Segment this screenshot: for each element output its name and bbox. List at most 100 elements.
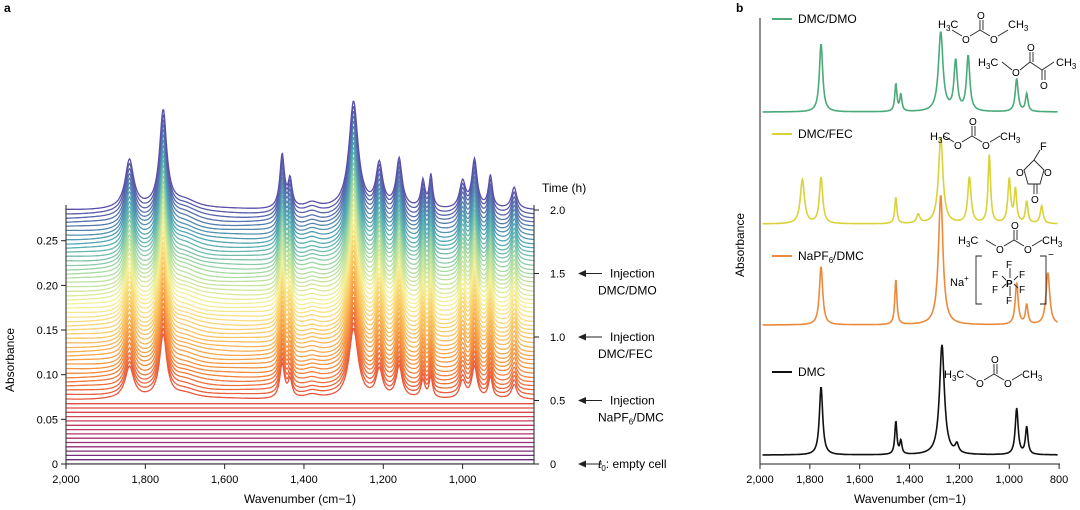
panel-a-spectrum-line (66, 177, 534, 275)
panel-a-x-tick-label: 1,200 (370, 474, 398, 486)
panel-a-spectrum-line (66, 208, 534, 301)
panel-a-spectrum-line (66, 105, 534, 215)
oxygen-label: O (962, 35, 970, 46)
annotation-line-2: DMC/FEC (598, 347, 653, 361)
panel-b-legend-entry: DMC/FEC (772, 127, 853, 141)
panel-a-spectrum-line (66, 235, 534, 323)
panel-a-spectrum-line (66, 249, 534, 335)
arrow-head-icon (578, 397, 586, 404)
panel-a-spectrum-line (66, 193, 534, 288)
panel-b-x-tick-label: 1,200 (946, 474, 974, 486)
legend-label: DMC (798, 365, 826, 379)
arrow-head-icon (578, 270, 586, 277)
panel-b-x-tick-label: 1,400 (896, 474, 924, 486)
panel-b-x-tick-label: 1,800 (796, 474, 824, 486)
dmo-structure-diagram: H3C O O O CH3 (978, 43, 1077, 92)
h3c-label: H3C (944, 369, 964, 383)
panel-a-spectrum-line (66, 146, 534, 249)
fec-dmc-structure-diagram: H3C O O O CH3 F O O O (930, 117, 1052, 206)
oxygen-label: O (1024, 245, 1032, 256)
panel-b-x-tick-label: 2,000 (746, 474, 774, 486)
panel-a-spectrum-line (66, 229, 534, 318)
panel-a-annotations: Injection DMC/DMO Injection DMC/FEC Injectio… (578, 267, 666, 473)
arrow-head-icon (578, 333, 586, 341)
panel-b-x-tick-label: 1,600 (846, 474, 874, 486)
panel-b-legends: DMC/DMO DMC/FEC NaPF6/DMC DMC (772, 12, 864, 379)
oxygen-label: O (1016, 168, 1024, 179)
fluorine-label: F (992, 285, 998, 296)
panel-a-spectrum-line (66, 218, 534, 309)
h3c-label: H3C (938, 19, 958, 33)
panel-a-y-ticks: 0 0.05 0.10 0.15 0.20 0.25 (37, 236, 66, 471)
panel-a-spectrum-line (66, 271, 534, 353)
ch3-label: CH3 (1042, 235, 1063, 249)
ch3-label: CH3 (1000, 131, 1021, 145)
h3c-label: H3C (930, 131, 950, 145)
anion-charge-label: − (1048, 250, 1054, 261)
panel-a-spectrum-line (66, 266, 534, 349)
panel-a-spectrum-line (66, 115, 534, 223)
panel-a-spectrum-line (66, 182, 534, 279)
oxygen-label: O (969, 117, 977, 128)
sodium-cation-label: Na+ (950, 274, 969, 289)
panel-a-spectrum-line (66, 307, 534, 383)
panel-a-right-tick-label: 0.5 (550, 396, 565, 408)
panel-a-right-tick-label: 1.0 (550, 332, 565, 344)
oxygen-label: O (1040, 81, 1048, 92)
legend-label: NaPF6/DMC (798, 249, 864, 265)
oxygen-label: O (1012, 68, 1020, 79)
fluorine-label: F (1006, 296, 1012, 307)
panel-b-spectrum-line (762, 31, 1058, 113)
panel-b-legend-entry: NaPF6/DMC (772, 249, 864, 265)
annotation-line-2: DMC/DMO (598, 284, 657, 298)
phosphorus-label: P (1006, 279, 1013, 290)
panel-a-y-label: Absorbance (3, 328, 17, 392)
panel-a-spectrum-line (66, 291, 534, 370)
ch3-label: CH3 (1008, 19, 1029, 33)
panel-b-x-label: Wavenumber (cm−1) (854, 492, 966, 506)
fluorine-label: F (992, 270, 998, 281)
panel-a-x-tick-label: 1,600 (211, 474, 239, 486)
h3c-label: H3C (978, 57, 998, 71)
panel-a-y-tick-label: 0.25 (37, 236, 58, 248)
panel-a-spectrum-line (66, 213, 534, 305)
panel-a-spectrum-line (66, 302, 534, 379)
arrow-head-icon (578, 460, 586, 468)
oxygen-label: O (1031, 195, 1039, 206)
panel-a-x-tick-label: 1,400 (290, 474, 318, 486)
dmc-structure-diagram-1: H3C O O O CH3 (938, 11, 1029, 46)
panel-a-right-tick-label: 2.0 (550, 205, 565, 217)
oxygen-label: O (996, 245, 1004, 256)
dmc-structure-diagram-2: H3C O O O CH3 (944, 355, 1043, 390)
panel-b-y-label: Absorbance (733, 213, 747, 277)
panel-a-annotation: Injection DMC/FEC (578, 330, 655, 361)
panel-a-y-tick-label: 0.15 (37, 325, 58, 337)
oxygen-label: O (991, 355, 999, 366)
panel-b-spectrum-line (762, 195, 1059, 326)
panel-a-spectrum-line (66, 110, 534, 219)
panel-a-spectrum-line (66, 126, 534, 232)
panel-a-annotation: t0: empty cell (578, 457, 666, 473)
panel-a-spectrum-line (66, 100, 534, 210)
panel-a-annotation: Injection NaPF6/DMC (578, 394, 664, 427)
panel-a-series-group (66, 100, 534, 464)
panel-a-spectrum-line (66, 260, 534, 344)
panel-a-spectrum-line (66, 142, 534, 245)
panel-a-right-tick-label: 0 (550, 459, 556, 471)
panel-b-legend-entry: DMC/DMO (772, 12, 857, 26)
panel-b-x-tick-label: 1,000 (995, 474, 1023, 486)
panel-a-chart: 2,000 1,800 1,600 1,400 1,200 1,000 0 0.05 0.10… (3, 100, 666, 506)
panel-b-spectrum-line (762, 137, 1058, 225)
panel-a-spectrum-line (66, 327, 534, 400)
panel-b-chart: 2,000 1,800 1,600 1,400 1,200 1,000 800 Wavenu… (733, 11, 1077, 506)
oxygen-label: O (1011, 221, 1019, 232)
fluorine-label: F (1019, 270, 1025, 281)
legend-label: DMC/DMO (798, 12, 857, 26)
panel-a-spectrum-line (66, 120, 534, 227)
annotation-line-1: Injection (610, 330, 655, 344)
panel-a-spectrum-line (66, 172, 534, 271)
panel-label-b: b (736, 1, 743, 15)
panel-a-spectrum-line (66, 311, 534, 387)
h3c-label: H3C (958, 235, 978, 249)
panel-b-spectrum-line (762, 344, 1058, 456)
